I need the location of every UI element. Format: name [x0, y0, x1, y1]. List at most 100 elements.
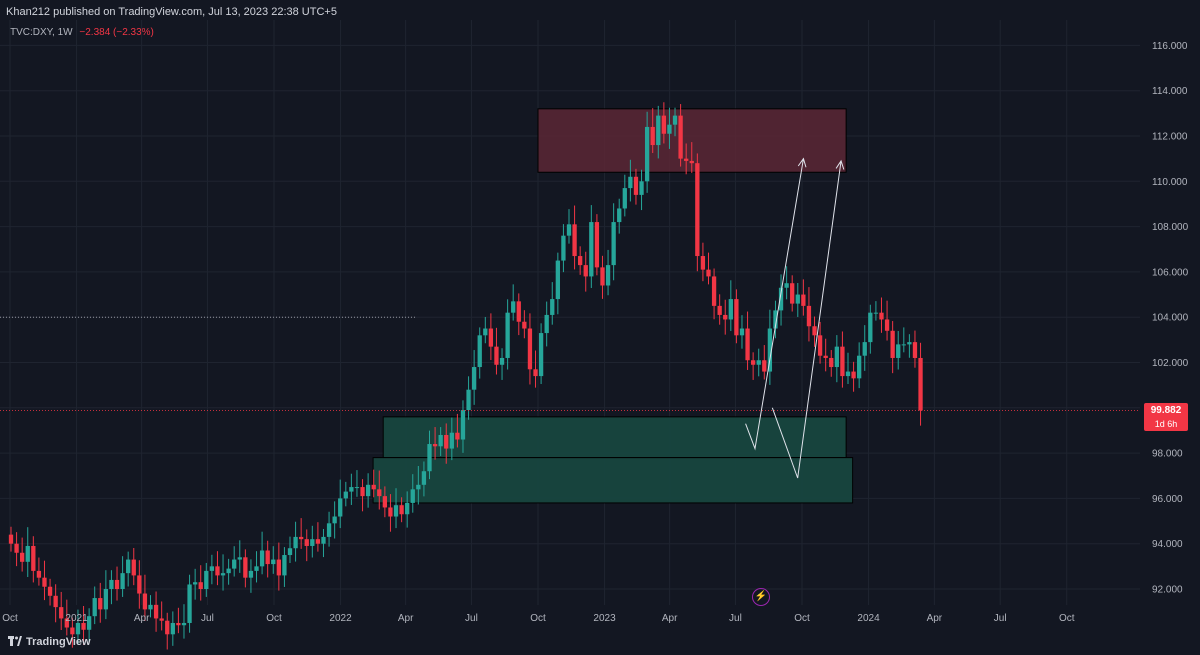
candle-body [566, 224, 572, 236]
candle-body [499, 357, 505, 365]
candle-body [338, 498, 343, 517]
candle-body [92, 598, 97, 617]
x-tick-label: Apr [398, 613, 414, 624]
candle-body [399, 505, 404, 515]
candle-body [209, 566, 215, 571]
candle-body [460, 410, 466, 440]
candle-body [896, 344, 901, 358]
candle-body [198, 582, 203, 589]
candle-body [806, 305, 812, 327]
candle-body [259, 550, 265, 567]
candle-body [583, 265, 588, 277]
projection-path-1 [745, 158, 804, 451]
x-tick-label: Oct [794, 613, 810, 624]
candles [8, 102, 923, 650]
candle-body [354, 487, 360, 489]
y-tick-label: 96.000 [1152, 494, 1183, 505]
projection-path-2-arrowhead [835, 159, 845, 170]
candle-body [70, 627, 75, 635]
flash-icon[interactable]: ⚡ [752, 588, 770, 606]
symbol-legend[interactable]: TVC:DXY, 1W −2.384 (−2.33%) [10, 27, 154, 38]
candle-body [589, 222, 594, 277]
candle-body [377, 489, 382, 497]
candle-body [75, 622, 81, 635]
candle-body [204, 570, 209, 589]
y-tick-label: 114.000 [1152, 86, 1188, 97]
candle-body [159, 618, 164, 621]
candle-body [114, 579, 120, 589]
candle-body [192, 582, 198, 585]
tradingview-logo[interactable]: TradingView [8, 636, 91, 648]
candle-body [611, 222, 616, 266]
x-tick-label: Jul [201, 613, 214, 624]
candle-body [511, 301, 516, 313]
candle-body [153, 604, 159, 619]
candle-body [656, 115, 661, 146]
candle-body [471, 367, 477, 390]
candle-body [505, 312, 510, 358]
candle-body [98, 598, 103, 610]
candle-body [907, 342, 912, 345]
candle-body [834, 346, 839, 368]
candle-body [226, 568, 231, 574]
x-tick-label: Apr [927, 613, 943, 624]
candle-body [86, 616, 92, 630]
candle-body [572, 224, 577, 257]
tradingview-mark-icon [8, 636, 22, 646]
candle-body [8, 534, 14, 544]
candle-body [237, 557, 242, 560]
y-tick-label: 116.000 [1152, 41, 1188, 52]
x-axis: Oct 2021 Apr Jul Oct 2022 Apr Jul Oct 2023 Apr Jul O… [2, 613, 1075, 624]
candle-body [416, 484, 421, 490]
candle-body [405, 502, 410, 515]
candle-body [142, 593, 148, 610]
y-axis-bg [1140, 0, 1200, 630]
x-tick-label: 2022 [329, 613, 352, 624]
candle-body [650, 126, 655, 146]
candle-body [594, 222, 600, 268]
symbol-label: TVC:DXY, 1W [10, 27, 73, 38]
candle-body [756, 360, 761, 365]
candle-body [829, 357, 834, 368]
candle-body [823, 355, 828, 358]
y-tick-label: 92.000 [1152, 585, 1183, 596]
candle-body [321, 536, 326, 544]
candle-body [644, 126, 650, 182]
candle-body [176, 622, 181, 626]
candle-body [700, 256, 706, 270]
candle-body [884, 319, 890, 331]
candle-body [745, 328, 750, 361]
candle-body [527, 328, 533, 370]
grid-lines [0, 20, 1140, 605]
last-price-value: 99.882 [1150, 405, 1182, 416]
candle-body [918, 357, 923, 411]
demand-zone-1 [382, 416, 847, 459]
zones [372, 108, 854, 504]
candle-body [103, 589, 109, 610]
candle-body [466, 389, 471, 411]
candle-body [578, 256, 583, 266]
candle-body [522, 321, 527, 329]
candle-body [421, 471, 427, 485]
top-bar: Khan212 published on TradingView.com, Ju… [0, 0, 1200, 22]
candle-body [840, 346, 845, 377]
x-tick-label: Jul [465, 613, 478, 624]
last-price-label: 99.882 1d 6h [1144, 403, 1188, 431]
candle-body [432, 444, 438, 447]
candle-body [550, 299, 555, 315]
candle-body [901, 344, 906, 346]
candle-body [817, 335, 823, 356]
candle-body [293, 536, 298, 549]
x-tick-label: Apr [662, 613, 678, 624]
candle-body [59, 607, 64, 619]
x-tick-label: Jul [994, 613, 1007, 624]
candle-body [243, 557, 248, 578]
candle-body [672, 115, 678, 125]
candle-body [287, 548, 293, 556]
candle-body [862, 342, 867, 356]
candle-body [315, 539, 321, 544]
candle-body [477, 335, 482, 368]
brand-label: TradingView [26, 636, 91, 648]
candle-body [661, 115, 667, 134]
